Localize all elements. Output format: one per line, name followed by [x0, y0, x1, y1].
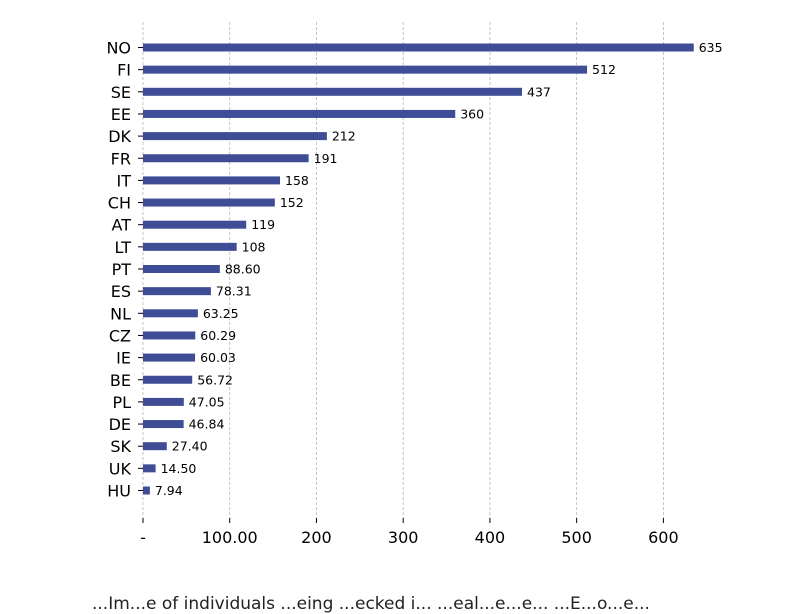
x-axis: - 100.00 200 300 400 500 600 [140, 518, 679, 547]
bars [143, 43, 694, 495]
value-label-SE: 437 [527, 84, 551, 99]
category-label-AT: AT [112, 216, 132, 235]
category-labels: NO FI SE EE DK FR IT CH AT LT PT ES NL CZ IE BE PL DE SK UK… [106, 39, 143, 501]
grid-lines [142, 22, 664, 518]
category-label-DE: DE [109, 415, 131, 434]
value-label-HU: 7.94 [155, 483, 183, 498]
value-label-FI: 512 [592, 62, 616, 77]
bar-PL [143, 397, 184, 406]
value-label-DK: 212 [332, 129, 356, 144]
category-label-IE: IE [116, 349, 131, 368]
value-label-AT: 119 [251, 217, 275, 232]
value-label-BE: 56.72 [197, 372, 233, 387]
bar-DK [143, 132, 327, 141]
bar-SE [143, 87, 523, 96]
value-label-CH: 152 [280, 195, 304, 210]
value-label-PL: 47.05 [189, 394, 225, 409]
bar-IE [143, 353, 196, 362]
category-label-BE: BE [110, 371, 131, 390]
category-label-LT: LT [115, 238, 132, 257]
category-label-PT: PT [112, 260, 132, 279]
bar-SK [143, 442, 167, 451]
bar-PT [143, 265, 220, 273]
bar-LT [143, 242, 237, 251]
bar-CH [143, 198, 275, 207]
category-label-ES: ES [111, 282, 131, 301]
bar-DE [143, 420, 184, 429]
x-tick-label-300: 300 [388, 528, 419, 547]
bar-NL [143, 309, 198, 318]
category-label-FI: FI [117, 61, 131, 80]
category-label-UK: UK [109, 459, 132, 478]
value-label-EE: 360 [460, 106, 484, 121]
value-label-IT: 158 [285, 173, 309, 188]
category-label-HU: HU [107, 482, 131, 501]
category-label-NL: NL [110, 304, 131, 323]
value-label-FR: 191 [314, 151, 338, 166]
bar-BE [143, 375, 193, 384]
x-tick-label-400: 400 [475, 528, 506, 547]
chart-caption: ...Im...e of individuals ...eing ...ecke… [92, 594, 650, 614]
value-label-LT: 108 [242, 239, 266, 254]
bar-NO [143, 43, 694, 52]
value-label-NO: 635 [699, 40, 723, 55]
bar-CZ [143, 331, 196, 340]
value-label-CZ: 60.29 [200, 328, 236, 343]
bar-HU [143, 486, 150, 495]
category-label-CH: CH [108, 194, 131, 213]
x-tick-label-500: 500 [561, 528, 592, 547]
value-label-PT: 88.60 [225, 262, 261, 277]
bar-FI [143, 65, 588, 74]
value-label-UK: 14.50 [161, 461, 197, 476]
x-tick-label-100: 100.00 [202, 528, 258, 547]
value-labels: 635 512 437 360 212 191 158 152 119 108 88.60 78.31… [155, 40, 723, 498]
bar-ES [143, 287, 211, 296]
category-label-CZ: CZ [109, 326, 131, 345]
category-label-SK: SK [110, 437, 131, 456]
category-label-EE: EE [111, 105, 131, 124]
bar-FR [143, 154, 309, 163]
category-label-PL: PL [112, 393, 131, 412]
bar-AT [143, 220, 247, 229]
category-label-FR: FR [111, 149, 131, 168]
bar-UK [143, 464, 156, 473]
category-label-SE: SE [111, 83, 131, 102]
bar-IT [143, 176, 281, 185]
bar-EE [143, 109, 456, 118]
category-label-DK: DK [108, 127, 131, 146]
value-label-ES: 78.31 [216, 284, 252, 299]
x-tick-label-200: 200 [301, 528, 332, 547]
value-label-NL: 63.25 [203, 306, 239, 321]
value-label-DE: 46.84 [189, 417, 225, 432]
value-label-SK: 27.40 [172, 439, 208, 454]
value-label-IE: 60.03 [200, 350, 236, 365]
category-label-IT: IT [117, 171, 132, 190]
category-label-NO: NO [106, 39, 131, 58]
x-tick-label-600: 600 [648, 528, 679, 547]
x-tick-label-0: - [140, 528, 146, 547]
